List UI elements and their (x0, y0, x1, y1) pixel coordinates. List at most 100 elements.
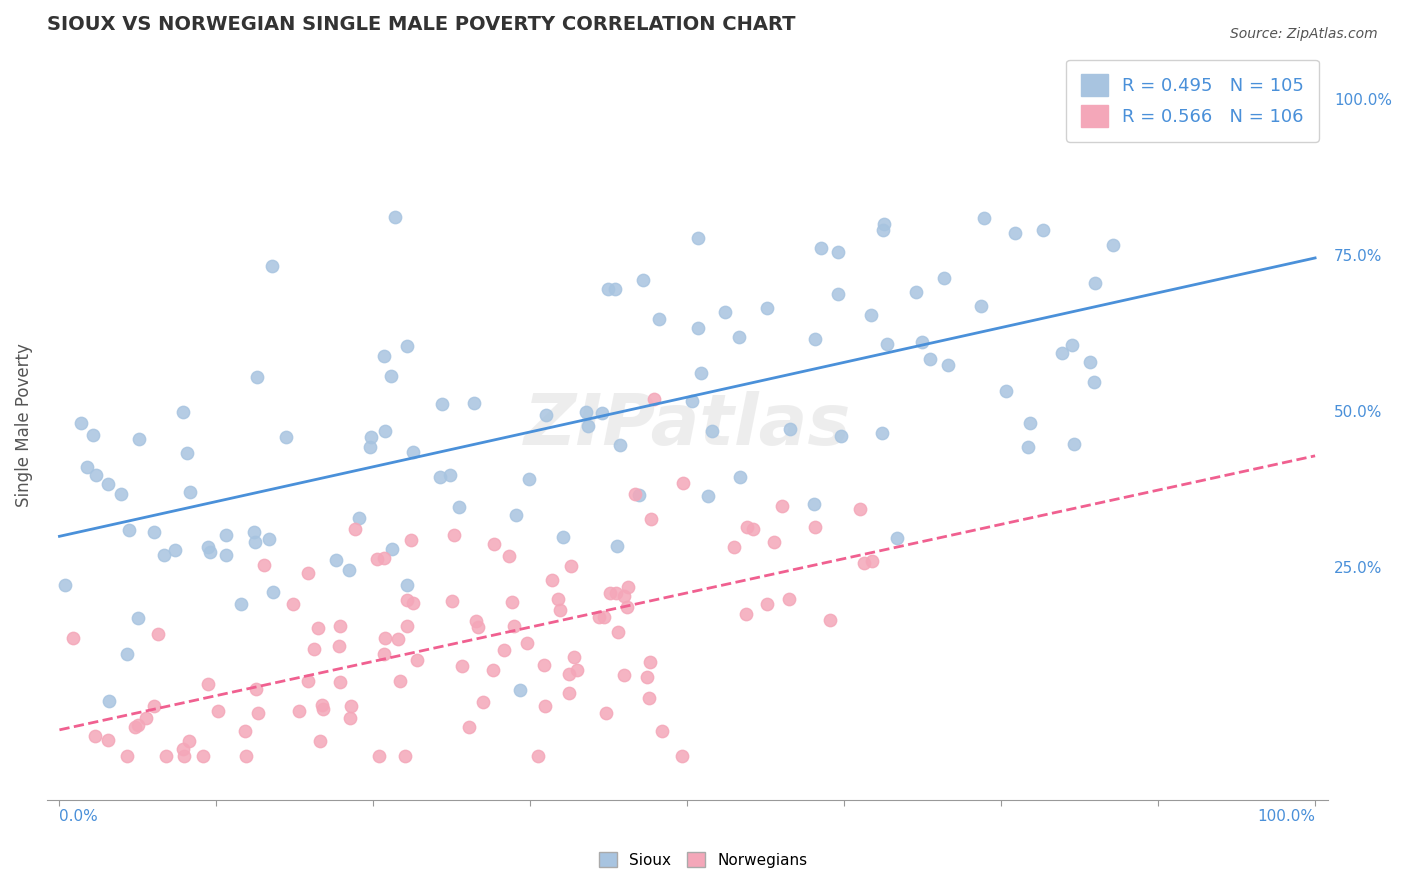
Point (735, 607, 758, 622)
Point (245, 682, 267, 697)
Point (387, 632, 409, 647)
Point (70, 416, 93, 430)
Point (152, 548, 174, 562)
Point (616, 599, 638, 614)
Point (647, 312, 669, 326)
Point (904, 285, 927, 299)
Point (827, 287, 849, 301)
Point (304, 642, 326, 657)
Point (359, 440, 381, 454)
Point (179, 734, 201, 748)
Point (969, 299, 991, 313)
Point (62, 632, 84, 646)
Point (723, 540, 745, 554)
Point (755, 301, 778, 316)
Point (516, 636, 538, 650)
Text: 50.0%: 50.0% (1334, 405, 1382, 420)
Point (1017, 441, 1039, 455)
Point (311, 698, 333, 712)
Point (368, 749, 391, 764)
Point (384, 210, 406, 224)
Point (117, 647, 139, 661)
Point (713, 304, 735, 318)
Text: Source: ZipAtlas.com: Source: ZipAtlas.com (1230, 27, 1378, 41)
Point (366, 552, 388, 566)
Point (262, 584, 284, 599)
Point (467, 620, 489, 634)
Text: 25.0%: 25.0% (1334, 561, 1382, 576)
Point (1083, 375, 1105, 389)
Point (349, 511, 371, 525)
Point (643, 392, 665, 406)
Point (215, 548, 238, 562)
Point (215, 528, 238, 542)
Point (995, 384, 1018, 399)
Point (406, 653, 429, 667)
Point (128, 432, 150, 446)
Point (810, 242, 832, 256)
Point (803, 497, 825, 511)
Point (173, 749, 195, 764)
Point (936, 358, 959, 372)
Point (494, 643, 516, 657)
Point (98, 694, 121, 708)
Point (576, 418, 599, 433)
Point (191, 749, 214, 764)
Point (1019, 416, 1042, 430)
Point (482, 663, 505, 677)
Point (686, 231, 709, 245)
Point (560, 559, 582, 574)
Point (617, 580, 640, 594)
Point (440, 594, 463, 608)
Point (564, 649, 586, 664)
Point (374, 631, 396, 645)
Point (849, 502, 872, 516)
Point (337, 563, 360, 577)
Point (830, 429, 852, 443)
Point (609, 437, 631, 451)
Point (97, 733, 120, 747)
Point (852, 556, 875, 570)
Point (1084, 276, 1107, 290)
Point (1101, 238, 1123, 252)
Point (627, 488, 650, 502)
Point (1004, 226, 1026, 240)
Point (340, 698, 363, 713)
Point (911, 334, 934, 349)
Text: ZIPatlas: ZIPatlas (523, 391, 851, 460)
Point (631, 273, 654, 287)
Point (575, 405, 598, 419)
Point (702, 424, 724, 438)
Point (231, 597, 253, 611)
Point (439, 467, 461, 482)
Point (607, 624, 630, 639)
Point (97, 476, 120, 491)
Point (671, 749, 693, 764)
Point (1078, 355, 1101, 369)
Point (624, 487, 647, 501)
Point (567, 663, 589, 677)
Point (688, 321, 710, 335)
Point (598, 282, 620, 296)
Point (172, 405, 194, 419)
Point (458, 720, 481, 734)
Point (142, 699, 165, 714)
Point (613, 668, 636, 682)
Point (396, 618, 419, 632)
Point (246, 370, 269, 384)
Point (401, 445, 423, 459)
Point (84, 729, 107, 743)
Point (681, 394, 703, 409)
Point (388, 674, 411, 689)
Point (498, 549, 520, 563)
Point (451, 659, 474, 673)
Point (472, 695, 495, 709)
Point (172, 742, 194, 756)
Point (110, 487, 132, 501)
Point (696, 489, 718, 503)
Point (599, 586, 621, 600)
Point (741, 522, 763, 536)
Text: SIOUX VS NORWEGIAN SINGLE MALE POVERTY CORRELATION CHART: SIOUX VS NORWEGIAN SINGLE MALE POVERTY C… (46, 15, 796, 34)
Point (728, 469, 751, 483)
Point (591, 406, 613, 420)
